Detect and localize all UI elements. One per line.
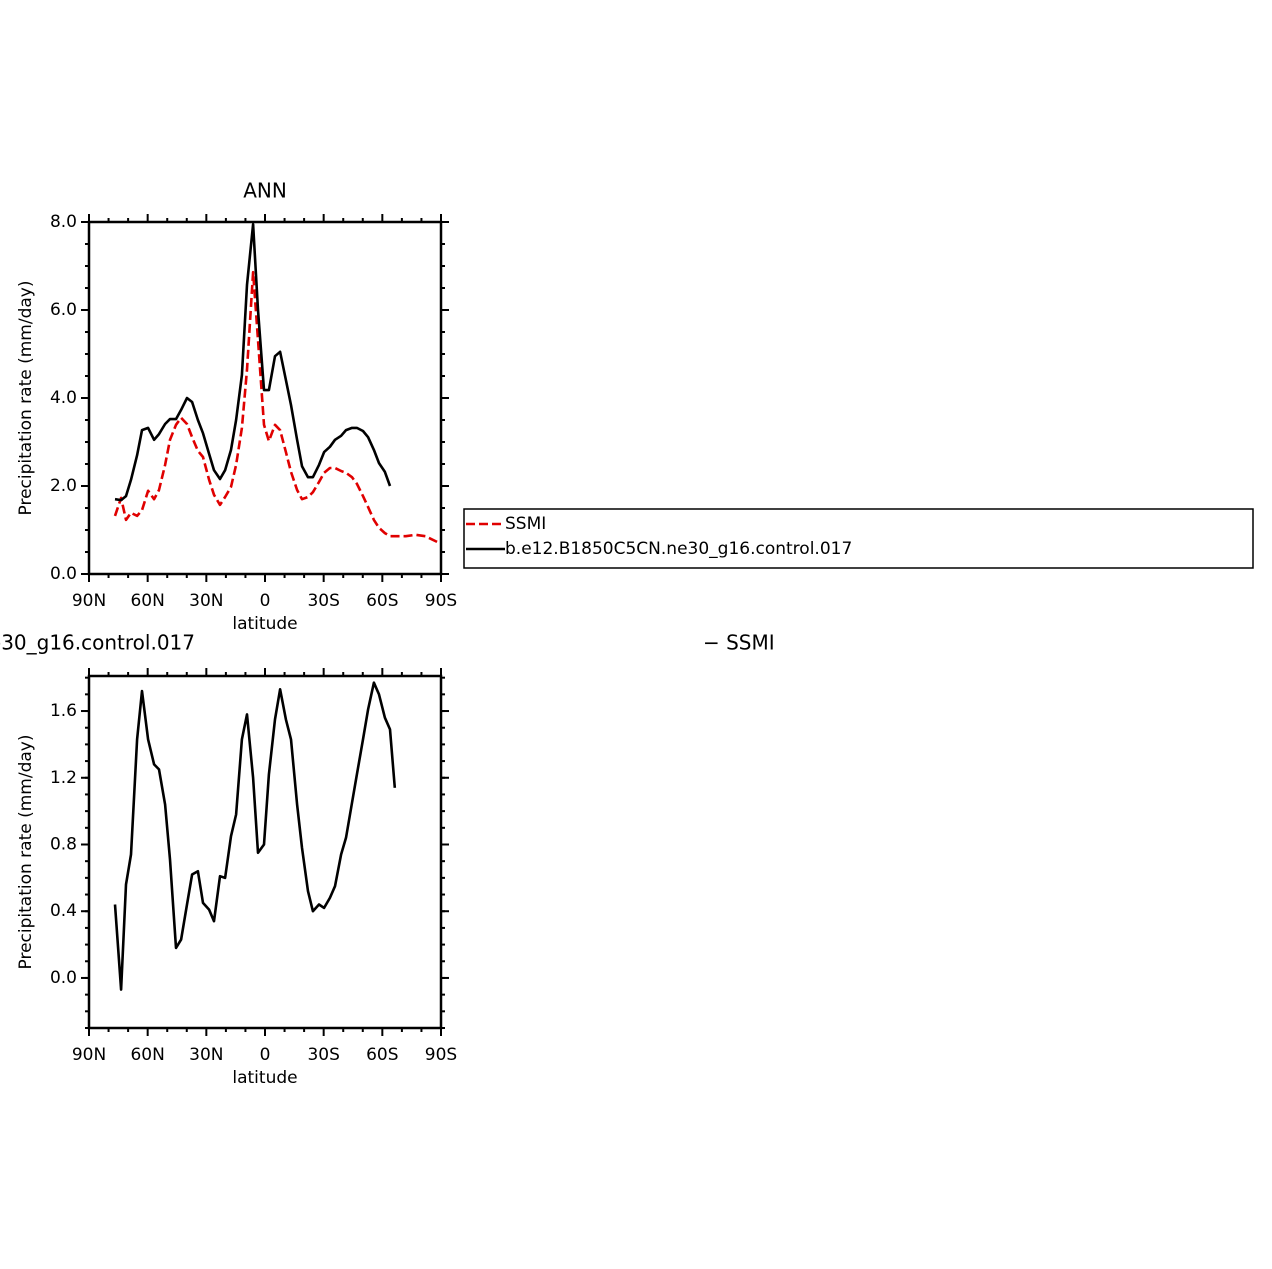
x-tick-label: 90S (425, 591, 457, 611)
x-tick-label: 0 (260, 591, 271, 611)
plot-frame (87, 220, 443, 576)
series-line (113, 681, 397, 991)
x-tick-label: 90N (72, 591, 106, 611)
x-tick-label: 90N (72, 1045, 106, 1065)
y-axis-label: Precipitation rate (mm/day) (16, 281, 36, 516)
x-tick-label: 60N (130, 591, 164, 611)
y-tick-label: 0.4 (50, 901, 77, 921)
y-tick-label: 2.0 (50, 476, 77, 496)
legend-label: b.e12.B1850C5CN.ne30_g16.control.017 (505, 539, 852, 559)
x-axis-label: latitude (232, 1068, 297, 1088)
x-axis-label: latitude (232, 614, 297, 634)
y-tick-label: 1.6 (50, 701, 77, 721)
y-tick-label: 8.0 (50, 212, 77, 232)
chart-title: ANN (243, 179, 287, 203)
y-axis-label: Precipitation rate (mm/day) (16, 735, 36, 970)
legend-label: SSMI (505, 514, 546, 534)
x-tick-label: 30S (307, 591, 339, 611)
y-tick-label: 6.0 (50, 300, 77, 320)
x-tick-label: 30S (307, 1045, 339, 1065)
x-tick-label: 30N (189, 591, 223, 611)
x-tick-label: 60S (366, 591, 398, 611)
x-tick-label: 60N (130, 1045, 164, 1065)
y-tick-label: 1.2 (50, 768, 77, 788)
legend-box (463, 508, 1254, 569)
x-tick-label: 90S (425, 1045, 457, 1065)
y-tick-label: 0.0 (50, 968, 77, 988)
series-line (113, 270, 438, 544)
x-tick-label: 60S (366, 1045, 398, 1065)
y-tick-label: 0.0 (50, 564, 77, 584)
y-tick-label: 4.0 (50, 388, 77, 408)
x-tick-label: 0 (260, 1045, 271, 1065)
plot-frame (87, 674, 443, 1030)
chart-title: b.e12.B1850C5CN.ne30_g16.control.017 (0, 631, 195, 655)
series-line (114, 222, 392, 502)
chart-subtitle: − SSMI (703, 631, 775, 655)
y-tick-label: 0.8 (50, 834, 77, 854)
x-tick-label: 30N (189, 1045, 223, 1065)
